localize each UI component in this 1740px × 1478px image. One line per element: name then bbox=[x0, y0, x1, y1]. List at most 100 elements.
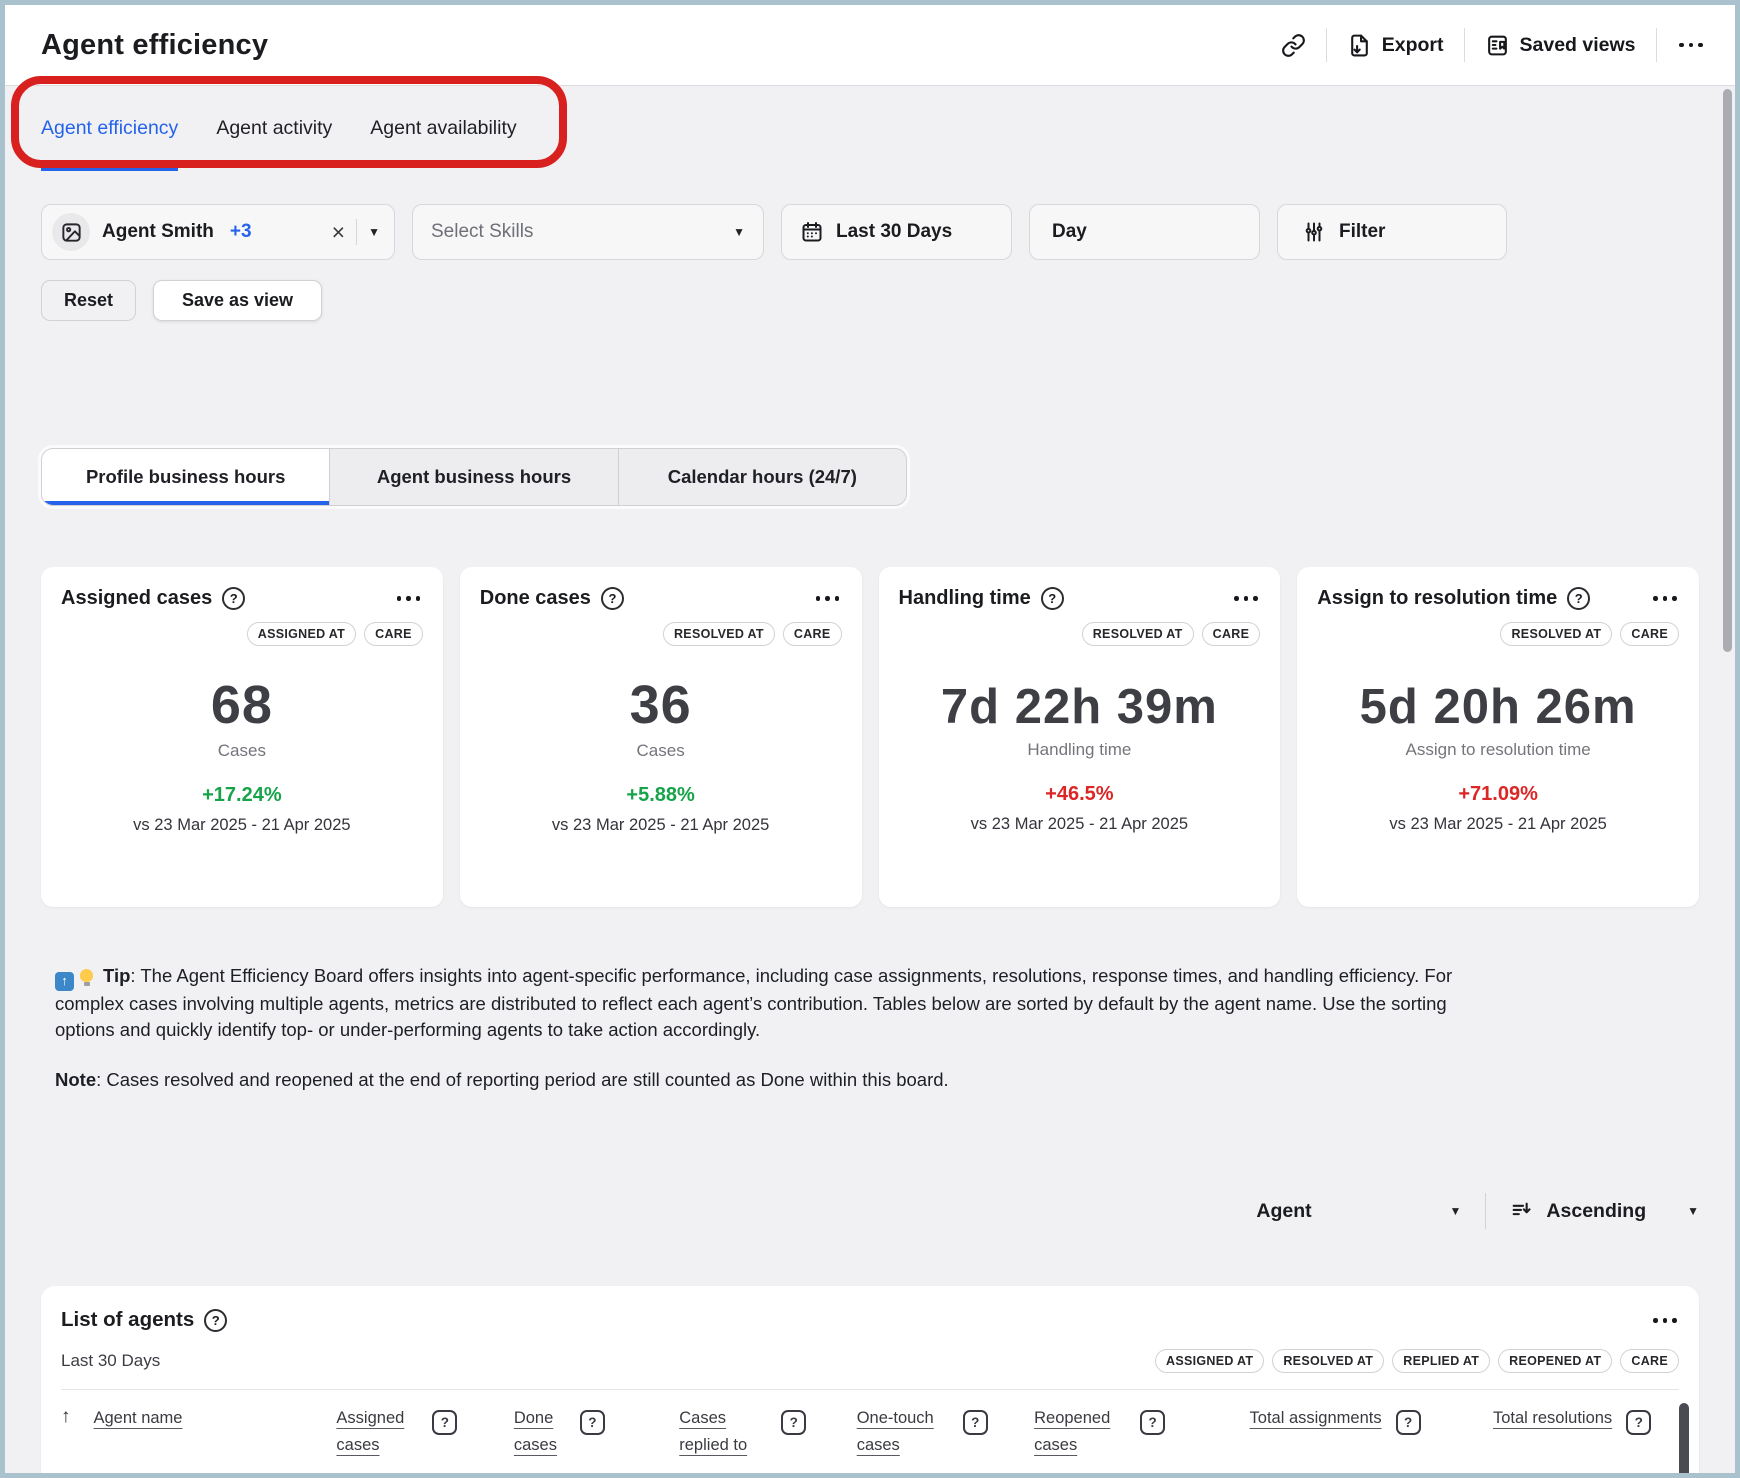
image-icon bbox=[60, 221, 83, 244]
care-badge: CARE bbox=[1620, 622, 1679, 646]
divider bbox=[1485, 1193, 1487, 1230]
assigned-at-badge: ASSIGNED AT bbox=[1155, 1349, 1265, 1374]
save-as-view-button[interactable]: Save as view bbox=[153, 280, 322, 321]
chevron-down-icon: ▼ bbox=[733, 225, 745, 239]
list-of-agents-panel: List of agents Last 30 Days ASSIGNED AT … bbox=[41, 1286, 1699, 1473]
page-title: Agent efficiency bbox=[41, 28, 269, 61]
card-menu-button[interactable] bbox=[1232, 596, 1261, 601]
tab-calendar-hours[interactable]: Calendar hours (24/7) bbox=[667, 466, 857, 487]
column-header-total-resolutions: Total resolutions bbox=[1493, 1405, 1679, 1436]
help-box-icon[interactable] bbox=[962, 1410, 988, 1436]
metric-cards-row: Assigned cases ASSIGNED AT CARE 68 Cases… bbox=[41, 567, 1699, 907]
filter-button[interactable]: Filter bbox=[1277, 204, 1507, 260]
metric-unit: Handling time bbox=[1027, 740, 1132, 759]
replied-at-badge: REPLIED AT bbox=[1392, 1349, 1491, 1374]
column-header-cases-replied-to: Cases replied to bbox=[679, 1405, 829, 1458]
extra-agents-count: +3 bbox=[229, 221, 252, 242]
metric-change: +71.09% bbox=[1458, 783, 1538, 805]
card-menu-button[interactable] bbox=[1651, 596, 1680, 601]
note-label: Note bbox=[55, 1069, 97, 1091]
sort-direction-value: Ascending bbox=[1546, 1199, 1647, 1222]
panel-title: List of agents bbox=[61, 1308, 195, 1332]
tip-text: Tip: The Agent Efficiency Board offers i… bbox=[55, 963, 1505, 1043]
metric-change: +46.5% bbox=[1045, 783, 1114, 805]
help-icon[interactable] bbox=[600, 587, 624, 610]
care-badge: CARE bbox=[364, 622, 423, 646]
top-bar: Agent efficiency Export Saved views bbox=[5, 5, 1735, 86]
column-header-total-assignments: Total assignments bbox=[1250, 1405, 1466, 1436]
link-icon bbox=[1281, 33, 1306, 58]
divider bbox=[1325, 28, 1327, 62]
help-icon[interactable] bbox=[222, 587, 246, 610]
comparison-period: vs 23 Mar 2025 - 21 Apr 2025 bbox=[1389, 815, 1607, 833]
more-options-button[interactable] bbox=[1677, 42, 1706, 48]
help-box-icon[interactable] bbox=[579, 1410, 605, 1436]
tab-agent-availability[interactable]: Agent availability bbox=[370, 117, 517, 139]
reopened-at-badge: REOPENED AT bbox=[1498, 1349, 1613, 1374]
skills-placeholder: Select Skills bbox=[431, 221, 534, 242]
divider bbox=[1655, 28, 1657, 62]
copy-link-button[interactable] bbox=[1281, 33, 1306, 58]
export-file-icon bbox=[1347, 33, 1372, 58]
metric-value: 68 bbox=[210, 675, 273, 735]
saved-views-button[interactable]: Saved views bbox=[1485, 33, 1636, 58]
comparison-period: vs 23 Mar 2025 - 21 Apr 2025 bbox=[133, 816, 351, 834]
sort-ascending-icon bbox=[1510, 1199, 1535, 1224]
panel-period: Last 30 Days bbox=[61, 1351, 161, 1371]
help-box-icon[interactable] bbox=[1140, 1410, 1166, 1436]
metric-change: +5.88% bbox=[626, 784, 695, 806]
sort-field-select[interactable]: Agent ▼ bbox=[1256, 1200, 1461, 1223]
help-box-icon[interactable] bbox=[1626, 1410, 1652, 1436]
column-header-agent-name[interactable]: ↑ Agent name bbox=[61, 1406, 183, 1428]
sort-direction-select[interactable]: Ascending ▼ bbox=[1510, 1199, 1699, 1224]
table-scrollbar-thumb[interactable] bbox=[1679, 1403, 1689, 1473]
skills-select[interactable]: Select Skills ▼ bbox=[412, 204, 764, 260]
help-icon[interactable] bbox=[1040, 587, 1064, 610]
granularity-select[interactable]: Day bbox=[1029, 204, 1260, 260]
help-box-icon[interactable] bbox=[781, 1410, 807, 1436]
note-text: Note: Cases resolved and reopened at the… bbox=[55, 1069, 949, 1091]
sort-controls: Agent ▼ Ascending ▼ bbox=[41, 1191, 1699, 1231]
date-range-value: Last 30 Days bbox=[836, 221, 953, 242]
timestamp-badge: ASSIGNED AT bbox=[246, 622, 357, 646]
clear-agent-filter-icon[interactable]: × bbox=[331, 218, 346, 245]
filter-row: Agent Smith +3 × ▼ Select Skills ▼ Last … bbox=[41, 204, 1699, 260]
timestamp-badge: RESOLVED AT bbox=[1081, 622, 1194, 646]
table-header-row: ↑ Agent name Assigned cases Done cases C… bbox=[61, 1389, 1679, 1458]
tab-agent-business-hours[interactable]: Agent business hours bbox=[330, 449, 619, 505]
tab-agent-activity[interactable]: Agent activity bbox=[216, 117, 333, 139]
help-box-icon[interactable] bbox=[432, 1410, 458, 1436]
column-header-done-cases: Done cases bbox=[514, 1405, 652, 1458]
card-menu-button[interactable] bbox=[394, 596, 423, 601]
metric-value: 7d 22h 39m bbox=[940, 680, 1218, 734]
care-badge: CARE bbox=[782, 622, 842, 646]
tab-agent-efficiency[interactable]: Agent efficiency bbox=[41, 86, 179, 171]
page-scrollbar-thumb[interactable] bbox=[1723, 89, 1732, 652]
card-menu-button[interactable] bbox=[813, 596, 842, 601]
column-header-assigned-cases: Assigned cases bbox=[336, 1405, 486, 1458]
card-title: Assigned cases bbox=[61, 587, 213, 609]
export-button[interactable]: Export bbox=[1347, 33, 1444, 58]
agent-filter-chip[interactable]: Agent Smith +3 × ▼ bbox=[41, 204, 395, 260]
comparison-period: vs 23 Mar 2025 - 21 Apr 2025 bbox=[551, 816, 770, 834]
metric-change: +17.24% bbox=[202, 784, 282, 806]
card-title: Assign to resolution time bbox=[1317, 587, 1558, 609]
card-title: Done cases bbox=[479, 587, 591, 609]
handling-time-card: Handling time RESOLVED AT CARE 7d 22h 39… bbox=[878, 567, 1281, 907]
chevron-down-icon[interactable]: ▼ bbox=[368, 225, 380, 239]
help-box-icon[interactable] bbox=[1395, 1410, 1421, 1436]
help-icon[interactable] bbox=[1567, 587, 1591, 610]
column-header-one-touch-cases: One-touch cases bbox=[857, 1405, 1007, 1458]
sort-field-value: Agent bbox=[1256, 1199, 1312, 1222]
business-hours-tabs: Profile business hours Agent business ho… bbox=[41, 448, 907, 506]
timestamp-badge: RESOLVED AT bbox=[662, 622, 775, 646]
calendar-icon bbox=[800, 220, 824, 244]
reset-button[interactable]: Reset bbox=[41, 280, 136, 321]
tab-profile-business-hours[interactable]: Profile business hours bbox=[42, 449, 331, 505]
date-range-select[interactable]: Last 30 Days bbox=[781, 204, 1012, 260]
resolved-at-badge: RESOLVED AT bbox=[1272, 1349, 1385, 1374]
granularity-value: Day bbox=[1052, 221, 1087, 242]
bulb-emoji bbox=[80, 969, 93, 986]
help-icon[interactable] bbox=[204, 1308, 228, 1332]
panel-menu-button[interactable] bbox=[1651, 1318, 1680, 1323]
